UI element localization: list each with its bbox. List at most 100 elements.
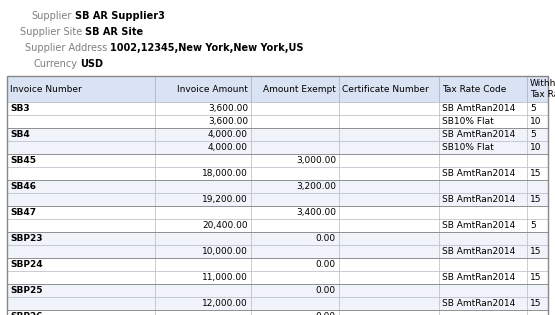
Bar <box>155 115 251 128</box>
Bar <box>527 128 548 141</box>
Bar <box>339 128 439 141</box>
Bar <box>7 167 155 180</box>
Bar <box>439 167 527 180</box>
Bar <box>439 310 527 315</box>
Bar <box>439 128 527 141</box>
Bar <box>251 245 339 258</box>
Text: SB AmtRan2014: SB AmtRan2014 <box>442 299 515 308</box>
Text: SB AR Site: SB AR Site <box>85 27 143 37</box>
Bar <box>339 154 439 167</box>
Bar <box>439 232 527 245</box>
Bar <box>339 141 439 154</box>
Bar <box>439 258 527 271</box>
Bar <box>251 180 339 193</box>
Bar <box>155 258 251 271</box>
Text: Amount Exempt: Amount Exempt <box>263 84 336 94</box>
Bar <box>527 141 548 154</box>
Text: Withholding
Tax Rate: Withholding Tax Rate <box>530 79 555 99</box>
Bar <box>155 310 251 315</box>
Text: Tax Rate Code: Tax Rate Code <box>442 84 506 94</box>
Text: 15: 15 <box>530 195 542 204</box>
Bar <box>439 102 527 115</box>
Bar <box>439 297 527 310</box>
Bar <box>439 193 527 206</box>
Bar <box>527 219 548 232</box>
Bar <box>339 232 439 245</box>
Bar <box>527 232 548 245</box>
Text: 12,000.00: 12,000.00 <box>202 299 248 308</box>
Bar <box>155 206 251 219</box>
Bar <box>7 284 155 297</box>
Text: 11,000.00: 11,000.00 <box>202 273 248 282</box>
Bar <box>439 180 527 193</box>
Text: SB AmtRan2014: SB AmtRan2014 <box>442 221 515 230</box>
Text: 1002,12345,New York,New York,US: 1002,12345,New York,New York,US <box>110 43 304 53</box>
Bar <box>251 76 339 102</box>
Text: 15: 15 <box>530 299 542 308</box>
Text: SB3: SB3 <box>10 104 29 113</box>
Text: Invoice Number: Invoice Number <box>10 84 82 94</box>
Bar <box>339 193 439 206</box>
Text: 0.00: 0.00 <box>316 312 336 315</box>
Text: SBP24: SBP24 <box>10 260 43 269</box>
Text: Currency: Currency <box>33 59 77 69</box>
Bar <box>7 76 155 102</box>
Text: Supplier Address: Supplier Address <box>25 43 107 53</box>
Bar <box>527 284 548 297</box>
Bar <box>155 141 251 154</box>
Bar <box>251 154 339 167</box>
Bar <box>527 258 548 271</box>
Text: SB AmtRan2014: SB AmtRan2014 <box>442 104 515 113</box>
Text: 5: 5 <box>530 221 536 230</box>
Bar <box>439 271 527 284</box>
Bar <box>251 167 339 180</box>
Text: SB AmtRan2014: SB AmtRan2014 <box>442 195 515 204</box>
Bar <box>439 115 527 128</box>
Bar <box>7 154 155 167</box>
Text: SB AmtRan2014: SB AmtRan2014 <box>442 273 515 282</box>
Bar <box>251 232 339 245</box>
Bar <box>439 76 527 102</box>
Bar <box>527 245 548 258</box>
Bar <box>155 154 251 167</box>
Text: SB10% Flat: SB10% Flat <box>442 117 494 126</box>
Text: SB10% Flat: SB10% Flat <box>442 143 494 152</box>
Text: 5: 5 <box>530 130 536 139</box>
Bar <box>155 297 251 310</box>
Text: SBP26: SBP26 <box>10 312 43 315</box>
Bar <box>527 102 548 115</box>
Bar <box>339 102 439 115</box>
Bar <box>439 206 527 219</box>
Text: 4,000.00: 4,000.00 <box>208 130 248 139</box>
Bar <box>251 193 339 206</box>
Bar <box>527 167 548 180</box>
Bar <box>527 271 548 284</box>
Bar <box>7 245 155 258</box>
Bar <box>7 102 155 115</box>
Bar <box>339 180 439 193</box>
Text: 0.00: 0.00 <box>316 260 336 269</box>
Text: SB AmtRan2014: SB AmtRan2014 <box>442 247 515 256</box>
Text: SB45: SB45 <box>10 156 36 165</box>
Bar <box>155 271 251 284</box>
Bar <box>527 115 548 128</box>
Bar <box>251 310 339 315</box>
Bar <box>7 115 155 128</box>
Text: Invoice Amount: Invoice Amount <box>177 84 248 94</box>
Text: 5: 5 <box>530 104 536 113</box>
Text: 0.00: 0.00 <box>316 286 336 295</box>
Text: 10: 10 <box>530 143 542 152</box>
Bar <box>251 206 339 219</box>
Bar <box>439 141 527 154</box>
Bar <box>155 245 251 258</box>
Bar <box>251 128 339 141</box>
Bar <box>7 219 155 232</box>
Text: 3,000.00: 3,000.00 <box>296 156 336 165</box>
Bar <box>251 115 339 128</box>
Bar <box>339 76 439 102</box>
Bar <box>251 258 339 271</box>
Text: 18,000.00: 18,000.00 <box>202 169 248 178</box>
Bar <box>155 219 251 232</box>
Text: 3,200.00: 3,200.00 <box>296 182 336 191</box>
Text: 3,600.00: 3,600.00 <box>208 104 248 113</box>
